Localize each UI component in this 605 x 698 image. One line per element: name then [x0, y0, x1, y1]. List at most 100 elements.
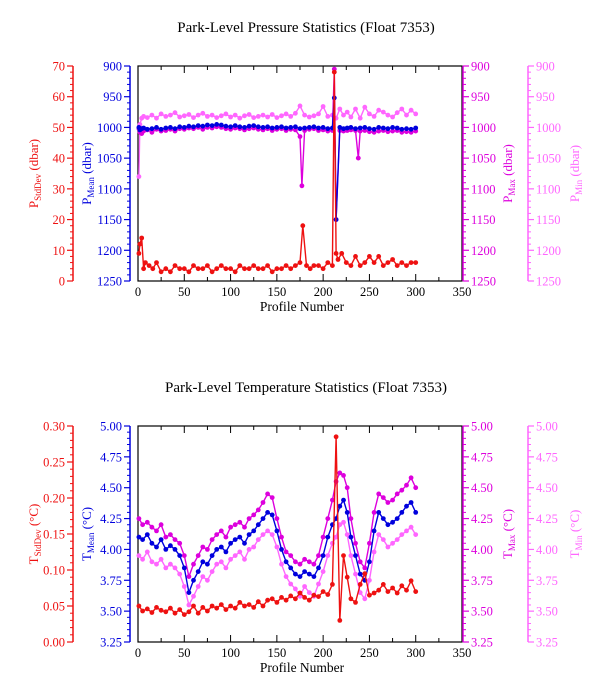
- data-point-mean: [341, 497, 346, 503]
- data-point-stddev: [413, 260, 419, 265]
- data-point-stddev: [191, 263, 196, 268]
- data-point-stddev: [408, 578, 414, 584]
- data-point-mean: [172, 126, 178, 132]
- data-point-stddev: [260, 603, 266, 609]
- y-axis-label-sub: StdDev: [33, 529, 43, 557]
- data-point-mean: [200, 559, 206, 565]
- y-axis-label-unit: (dbar): [79, 142, 94, 177]
- data-point-max: [158, 522, 164, 528]
- series-min: [136, 103, 419, 180]
- data-point-mean: [168, 125, 173, 130]
- y-tick-label: 1200: [471, 244, 496, 258]
- data-point-min: [325, 553, 331, 558]
- data-point-min: [362, 104, 368, 110]
- data-point-min: [390, 114, 395, 120]
- y-tick-label: 4.75: [471, 450, 493, 464]
- data-point-mean: [218, 544, 224, 550]
- x-axis: 0 50 100 150 200 250 300 350 Profile Number: [135, 426, 471, 675]
- data-point-min: [223, 111, 229, 117]
- data-point-min: [158, 556, 164, 562]
- data-point-min: [191, 593, 196, 599]
- data-point-mean: [251, 123, 257, 128]
- data-point-mean: [316, 125, 321, 131]
- data-point-min: [177, 571, 183, 577]
- data-point-min: [341, 519, 346, 525]
- data-point-mean: [158, 126, 164, 132]
- data-point-stddev: [186, 269, 192, 275]
- data-point-max: [355, 155, 361, 161]
- data-point-stddev: [371, 260, 377, 265]
- data-point-stddev: [320, 589, 326, 594]
- data-point-mean: [341, 126, 346, 132]
- data-point-min: [288, 114, 294, 119]
- data-point-min: [141, 114, 147, 119]
- data-point-mean: [325, 534, 331, 540]
- series-mean: [136, 497, 419, 596]
- data-point-max: [320, 534, 326, 540]
- data-point-stddev: [223, 266, 229, 272]
- data-point-min: [333, 534, 339, 540]
- data-point-stddev: [297, 260, 303, 265]
- data-point-mean: [181, 125, 187, 130]
- y-axis-label-sub: Min: [574, 535, 584, 551]
- y-tick-label: 1050: [536, 152, 561, 166]
- y-tick-label: 900: [536, 60, 555, 74]
- data-point-min: [209, 569, 215, 574]
- data-point-stddev: [357, 263, 363, 268]
- data-point-min: [265, 528, 270, 534]
- data-point-mean: [274, 125, 280, 130]
- data-point-max: [205, 547, 210, 552]
- data-point-mean: [242, 125, 247, 130]
- data-point-max: [140, 522, 146, 528]
- data-point-min: [325, 114, 331, 119]
- y-tick-label: 3.50: [100, 605, 122, 619]
- data-point-stddev: [311, 263, 317, 268]
- data-point-stddev: [181, 612, 187, 617]
- y-axis-label-min: PMin (dbar): [567, 145, 584, 202]
- y-tick-label: 0.30: [43, 420, 65, 434]
- data-point-stddev: [191, 603, 196, 609]
- data-point-stddev: [404, 587, 409, 593]
- data-point-min: [353, 571, 358, 577]
- data-point-min: [293, 110, 298, 116]
- y-tick-label: 1150: [471, 213, 496, 227]
- data-point-stddev: [343, 260, 349, 265]
- data-point-mean: [255, 522, 261, 528]
- data-point-min: [362, 596, 368, 602]
- y-axis-label-main: T: [500, 551, 515, 559]
- data-point-min: [214, 561, 220, 567]
- data-point-min: [380, 537, 386, 542]
- y-axis-label-min: TMin (°C): [567, 510, 584, 559]
- data-point-max: [154, 528, 159, 534]
- data-point-stddev: [288, 593, 294, 599]
- chart-title: Park-Level Pressure Statistics (Float 73…: [177, 20, 434, 36]
- data-point-stddev: [177, 607, 183, 612]
- data-point-stddev: [325, 260, 331, 265]
- data-point-mean: [144, 532, 150, 537]
- data-point-min: [260, 532, 266, 537]
- data-point-stddev: [399, 583, 405, 589]
- data-point-max: [237, 519, 243, 525]
- data-point-max: [195, 553, 201, 558]
- y-tick-label: 3.75: [471, 574, 493, 588]
- data-point-stddev: [209, 603, 215, 609]
- data-point-stddev: [172, 610, 178, 616]
- y-axis-label-main: P: [79, 198, 94, 205]
- data-point-min: [337, 106, 343, 112]
- data-point-mean: [228, 124, 234, 130]
- data-point-stddev: [283, 597, 289, 603]
- data-point-stddev: [228, 603, 234, 609]
- y-axis-label-main: T: [567, 550, 582, 558]
- data-point-min: [223, 565, 229, 571]
- data-point-min: [149, 112, 155, 118]
- data-point-min: [218, 113, 224, 119]
- y-tick-label: 70: [53, 60, 66, 74]
- data-point-max: [172, 537, 178, 542]
- data-point-stddev: [357, 582, 363, 587]
- y-tick-label: 3.75: [100, 574, 122, 588]
- data-point-min: [209, 112, 215, 118]
- data-point-stddev: [394, 263, 400, 268]
- data-point-mean: [218, 122, 224, 128]
- y-axis-label-sub: Min: [574, 179, 584, 195]
